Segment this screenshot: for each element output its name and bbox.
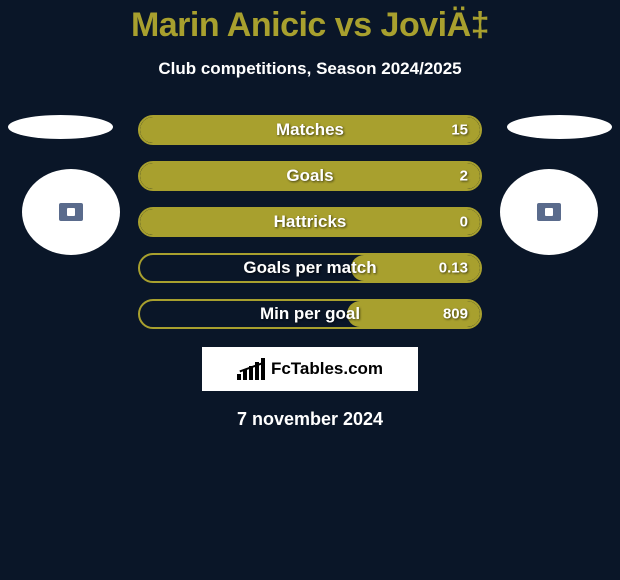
stat-bar-value-right: 809: [443, 306, 468, 323]
stat-bar-label: Min per goal: [140, 304, 480, 324]
stat-bar: Matches15: [138, 115, 482, 145]
page-title: Marin Anicic vs JoviÄ‡: [0, 0, 620, 45]
player-right-avatar: [500, 169, 598, 255]
stat-bar-label: Goals: [140, 166, 480, 186]
stat-bar-value-right: 15: [451, 122, 468, 139]
brand-label: FcTables.com: [271, 359, 383, 379]
stat-bar-value-right: 0: [460, 214, 468, 231]
stat-bars: Matches15 Goals2 Hattricks0 Goals per match…: [138, 115, 482, 345]
stat-bar: Goals2: [138, 161, 482, 191]
stat-bar-label: Goals per match: [140, 258, 480, 278]
player-left-shadow: [8, 115, 113, 139]
placeholder-image-icon: [59, 203, 83, 221]
stat-bar: Hattricks0: [138, 207, 482, 237]
comparison-area: Matches15 Goals2 Hattricks0 Goals per match…: [0, 115, 620, 335]
placeholder-image-icon: [537, 203, 561, 221]
stat-bar: Goals per match0.13: [138, 253, 482, 283]
stat-bar: Min per goal809: [138, 299, 482, 329]
stat-bar-value-right: 0.13: [439, 260, 468, 277]
stat-bar-label: Hattricks: [140, 212, 480, 232]
player-right-shadow: [507, 115, 612, 139]
stat-bar-label: Matches: [140, 120, 480, 140]
date-label: 7 november 2024: [0, 409, 620, 430]
brand-chart-icon: [237, 358, 265, 380]
page-subtitle: Club competitions, Season 2024/2025: [0, 59, 620, 79]
player-left-avatar: [22, 169, 120, 255]
brand-box[interactable]: FcTables.com: [202, 347, 418, 391]
stat-bar-value-right: 2: [460, 168, 468, 185]
